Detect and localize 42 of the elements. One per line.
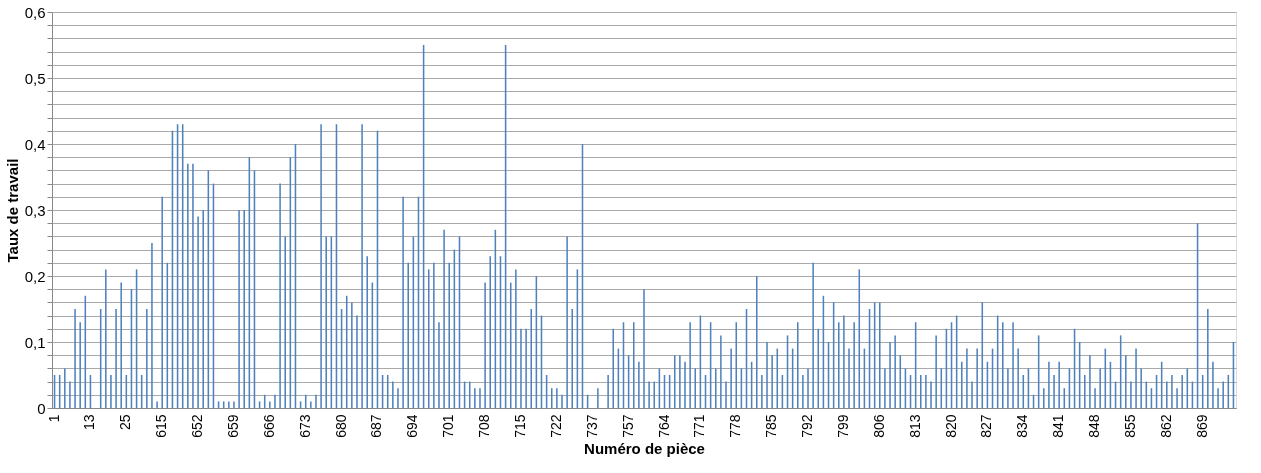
x-tick-label: 778 xyxy=(727,414,744,438)
x-tick-label: 659 xyxy=(224,414,241,438)
x-tick-label: 757 xyxy=(619,414,636,438)
x-tick-label: 652 xyxy=(189,414,206,438)
x-tick-label: 13 xyxy=(81,414,98,431)
x-tick-label: 827 xyxy=(978,414,995,438)
x-tick-label: 785 xyxy=(763,414,780,438)
y-tick-label: 0,5 xyxy=(24,69,46,87)
x-tick-label: 680 xyxy=(332,414,349,438)
x-tick-label: 715 xyxy=(511,414,528,438)
x-tick-label: 701 xyxy=(440,414,457,438)
y-tick-label: 0,4 xyxy=(24,135,46,153)
x-tick-label: 1 xyxy=(45,414,62,423)
x-tick-label: 792 xyxy=(799,414,816,438)
x-tick-label: 687 xyxy=(368,414,385,438)
y-tick-label: 0 xyxy=(37,399,46,417)
x-tick-label: 666 xyxy=(260,414,277,438)
x-tick-label: 799 xyxy=(834,414,851,438)
x-tick-label: 834 xyxy=(1014,414,1031,438)
x-tick-label: 722 xyxy=(547,414,564,438)
x-tick-label: 806 xyxy=(870,414,887,438)
x-tick-label: 820 xyxy=(942,414,959,438)
x-tick-label: 841 xyxy=(1050,414,1067,438)
x-tick-label: 869 xyxy=(1193,414,1210,438)
x-axis-title: Numéro de pièce xyxy=(584,439,705,457)
y-axis-title: Taux de travail xyxy=(3,158,21,263)
x-tick-label: 855 xyxy=(1121,414,1138,438)
x-tick-label: 615 xyxy=(153,414,170,438)
x-tick-label: 708 xyxy=(476,414,493,438)
x-tick-label: 848 xyxy=(1086,414,1103,438)
y-tick-label: 0,6 xyxy=(24,3,46,21)
y-tick-label: 0,1 xyxy=(24,333,46,351)
y-tick-label: 0,2 xyxy=(24,267,46,285)
x-tick-label: 737 xyxy=(583,414,600,438)
x-tick-label: 813 xyxy=(906,414,923,438)
x-tick-label: 694 xyxy=(404,414,421,438)
y-tick-label: 0,3 xyxy=(24,201,46,219)
x-tick-label: 862 xyxy=(1157,414,1174,438)
x-tick-label: 764 xyxy=(655,414,672,438)
x-tick-label: 673 xyxy=(296,414,313,438)
x-tick-label: 771 xyxy=(691,414,708,438)
x-tick-label: 25 xyxy=(117,414,134,431)
